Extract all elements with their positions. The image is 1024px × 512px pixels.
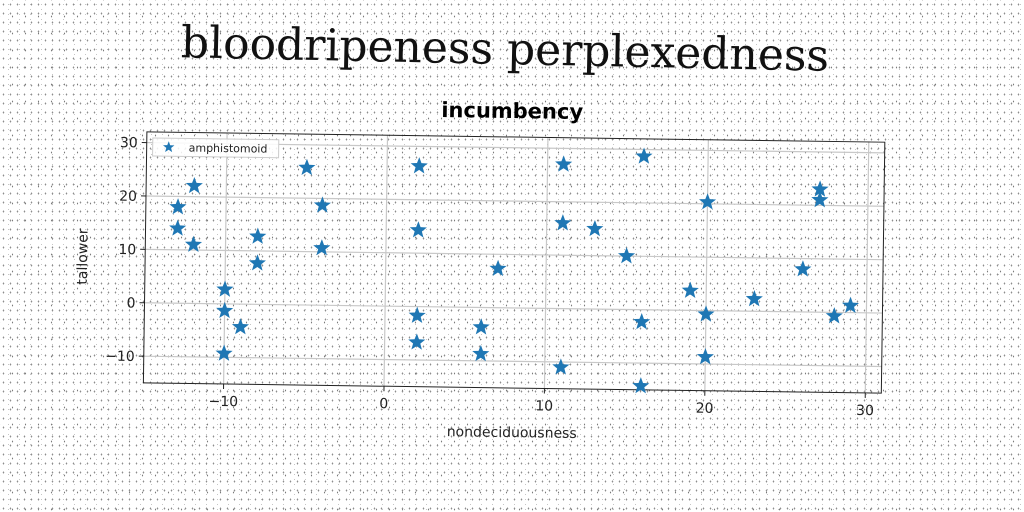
x-axis-label: nondeciduousness [447, 424, 577, 442]
data-point-star [698, 193, 717, 210]
grid [143, 133, 885, 393]
data-point-star [215, 344, 233, 361]
legend-marker-star [162, 141, 175, 153]
data-point-star [635, 147, 653, 164]
grid-line-x [864, 141, 870, 393]
data-point-star [554, 214, 572, 231]
data-point-star [184, 235, 203, 253]
y-tick-label: 10 [118, 242, 136, 258]
grid-line-y [145, 195, 884, 207]
data-point-star [811, 191, 829, 208]
grid-line-y [145, 248, 884, 261]
y-tick-label: −10 [105, 349, 135, 365]
data-point-star [745, 289, 763, 307]
data-points [169, 147, 860, 394]
y-tick-label: 0 [126, 296, 135, 312]
data-point-star [811, 180, 829, 197]
data-point-star [409, 221, 427, 238]
data-point-star [617, 247, 636, 264]
data-point-star [408, 333, 426, 350]
plot-area [142, 131, 886, 394]
data-point-star [632, 377, 650, 394]
grid-line-y [143, 355, 882, 368]
x-tick-label: 10 [535, 398, 553, 414]
x-tick-label: 20 [696, 401, 714, 417]
chart-title: incumbency [441, 98, 583, 124]
y-axis-label: tallower [75, 228, 92, 285]
data-point-star [472, 318, 490, 335]
data-point-star [681, 281, 699, 298]
data-point-star [313, 196, 331, 213]
data-point-star [410, 157, 428, 174]
data-point-star [586, 219, 604, 237]
x-tick-label: −10 [208, 394, 238, 410]
legend-box [152, 137, 280, 159]
data-point-star [633, 312, 651, 330]
legend-entry-label: amphistomoid [189, 141, 268, 155]
grid-line-x [543, 137, 549, 389]
data-point-star [552, 358, 570, 375]
data-point-star [169, 198, 187, 215]
data-point-star [185, 176, 203, 194]
data-point-star [169, 219, 187, 236]
data-point-star [555, 155, 573, 172]
data-point-star [825, 307, 843, 324]
data-point-star [249, 227, 267, 244]
data-point-star [216, 301, 234, 319]
grid-line-x [383, 135, 389, 387]
data-point-star [408, 306, 426, 324]
data-point-star [313, 239, 331, 256]
x-tick-label: 0 [379, 396, 388, 412]
data-point-star [841, 296, 860, 314]
y-tick-label: 20 [119, 189, 137, 205]
grid-line-y [144, 302, 883, 314]
y-tick-label: 30 [120, 135, 138, 151]
data-point-star [298, 158, 316, 176]
grid-line-x [222, 133, 228, 384]
data-point-star [794, 260, 812, 277]
data-point-star [231, 318, 250, 335]
axis-ticks: −10 0 10 20 30 −10 0 10 20 30 [105, 135, 874, 419]
data-point-star [489, 259, 507, 277]
data-point-star [248, 254, 266, 271]
data-point-star [696, 348, 714, 365]
data-point-star [216, 280, 234, 297]
data-point-star [472, 344, 490, 362]
data-point-star [697, 305, 715, 322]
x-tick-label: 30 [856, 403, 874, 419]
legend: amphistomoid [152, 137, 280, 159]
